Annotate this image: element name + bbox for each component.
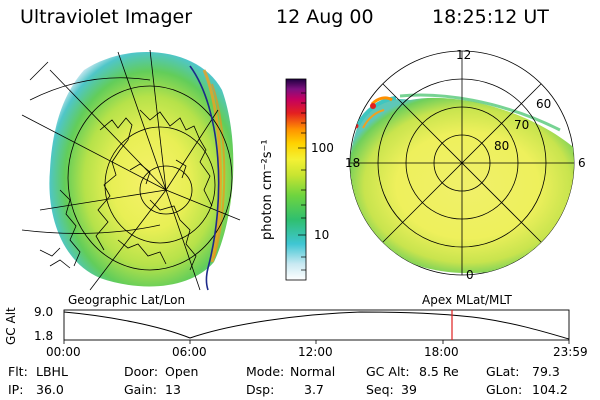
gain-label: Gain:: [124, 382, 157, 397]
geo-aurora-image: [49, 51, 234, 287]
mlat-label-70: 70: [514, 118, 530, 132]
date-label: 12 Aug 00: [276, 6, 374, 28]
seq-label: Seq:: [366, 382, 394, 397]
mlat-label-60: 60: [536, 97, 552, 111]
polar-panel-label: Apex MLat/MLT: [422, 293, 512, 307]
door-value: Open: [165, 364, 199, 379]
colorbar-gradient: [285, 78, 307, 281]
dsp-label: Dsp:: [246, 382, 275, 397]
polar-image-panel: [349, 50, 575, 276]
gc-alt-value: 8.5 Re: [419, 364, 459, 379]
filter-value: LBHL: [36, 364, 68, 379]
geo-image-panel: [21, 49, 241, 291]
geo-grid-lines: [21, 49, 241, 291]
ip-value: 36.0: [36, 382, 64, 397]
app-title: Ultraviolet Imager: [20, 6, 193, 28]
altitude-ylabel: GC Alt: [4, 307, 18, 345]
geo-panel-label: Geographic Lat/Lon: [68, 293, 186, 307]
colorbar-ticks: [298, 92, 306, 271]
altitude-x-ticks: [63, 340, 570, 344]
mlat-label-80: 80: [494, 139, 510, 153]
geo-coastlines: [29, 61, 213, 271]
mlt-label-12: 12: [456, 48, 472, 62]
time-label: 18:25:12 UT: [432, 6, 549, 28]
filter-label: Flt:: [8, 364, 28, 379]
ip-label: IP:: [8, 382, 24, 397]
mlt-label-6: 6: [578, 156, 586, 170]
polar-aurora-image: [350, 97, 574, 274]
glon-label: GLon:: [486, 382, 523, 397]
altitude-xtick-2359: 23:59: [553, 345, 588, 359]
gc-alt-label: GC Alt:: [366, 364, 410, 379]
mode-label: Mode:: [246, 364, 285, 379]
mode-value: Normal: [290, 364, 336, 379]
glon-value: 104.2: [532, 382, 568, 397]
altitude-trace: [63, 311, 570, 340]
altitude-plot: [63, 309, 570, 344]
mlt-label-18: 18: [345, 156, 361, 170]
mlt-label-0: 0: [466, 268, 474, 282]
altitude-xtick-1800: 18:00: [424, 345, 459, 359]
altitude-ytick-9: 9.0: [34, 305, 54, 319]
seq-value: 39: [401, 382, 417, 397]
colorbar-tick-10: 10: [314, 228, 330, 242]
altitude-xtick-1200: 12:00: [298, 345, 333, 359]
colorbar-tick-100: 100: [311, 141, 334, 155]
altitude-xtick-0600: 06:00: [172, 345, 207, 359]
polar-grid-lines: [350, 51, 574, 275]
colorbar: [285, 78, 307, 281]
altitude-xtick-0000: 00:00: [46, 345, 81, 359]
dsp-value: 3.7: [304, 382, 324, 397]
gain-value: 13: [165, 382, 181, 397]
altitude-ytick-1-8: 1.8: [34, 329, 54, 343]
door-label: Door:: [124, 364, 159, 379]
glat-label: GLat:: [486, 364, 520, 379]
glat-value: 79.3: [532, 364, 560, 379]
colorbar-unit-label: photon cm⁻²s⁻¹: [260, 139, 275, 240]
